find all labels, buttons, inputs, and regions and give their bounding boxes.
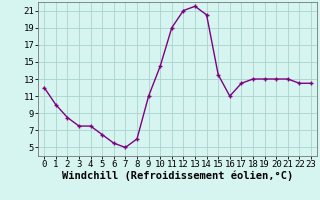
X-axis label: Windchill (Refroidissement éolien,°C): Windchill (Refroidissement éolien,°C) bbox=[62, 171, 293, 181]
